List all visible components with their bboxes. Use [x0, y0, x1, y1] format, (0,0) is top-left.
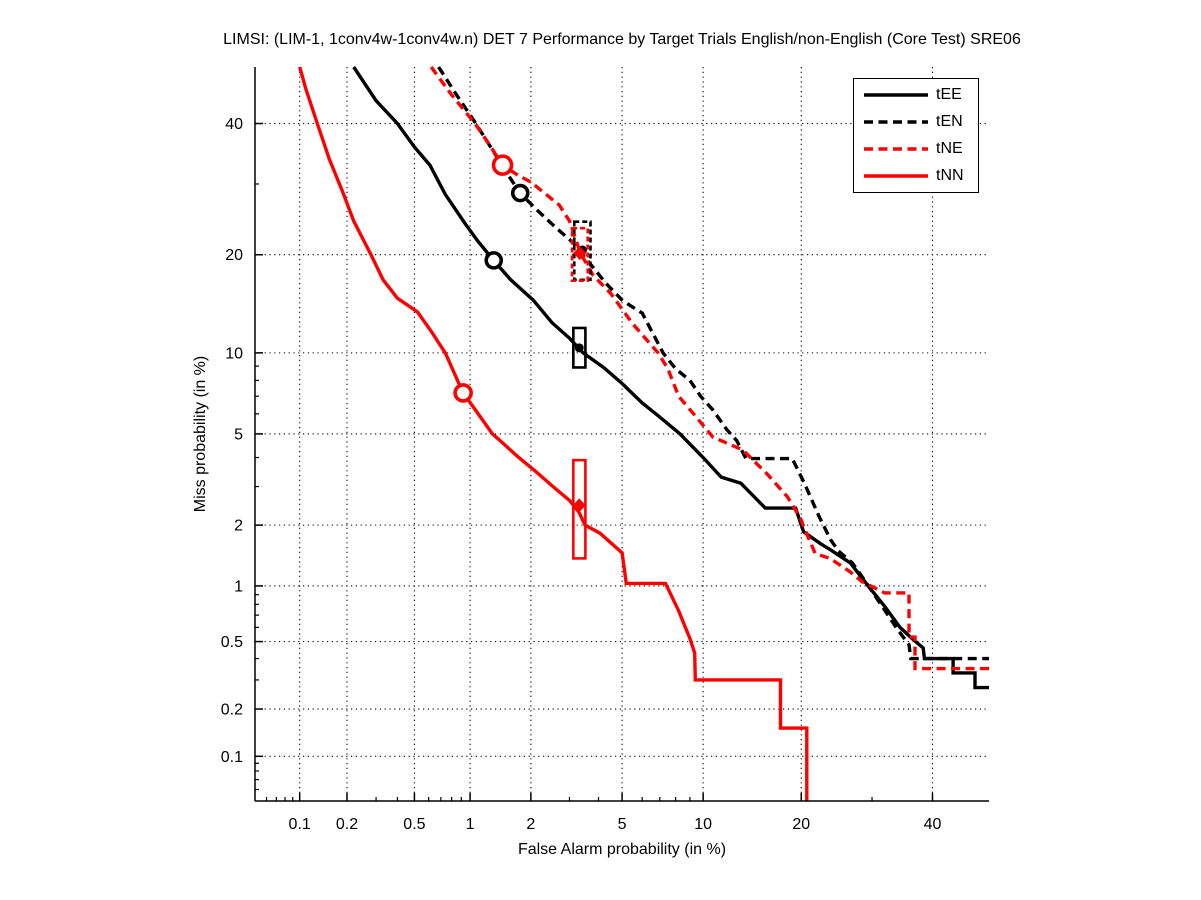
y-tick-label: 5	[234, 426, 243, 443]
legend-line-solid-red-icon	[864, 173, 928, 178]
y-tick-label: 0.2	[221, 702, 243, 719]
legend-item-tEN: tEN	[854, 110, 978, 134]
dcf-center-diamond-tNN	[572, 498, 586, 513]
y-tick-label: 0.5	[221, 634, 243, 651]
marker-tNE	[491, 154, 514, 176]
x-tick-label: 20	[792, 816, 810, 833]
legend-label: tNE	[936, 139, 963, 157]
x-tick-label: 40	[924, 816, 942, 833]
legend-label: tNN	[936, 166, 964, 184]
x-tick-label: 0.5	[403, 816, 425, 833]
y-tick-label: 2	[234, 518, 243, 535]
x-tick-label: 2	[526, 816, 535, 833]
y-axis-label: Miss probability (in %)	[192, 355, 209, 513]
det-curves	[298, 65, 989, 801]
legend-label: tEE	[936, 86, 962, 104]
legend-label: tEN	[936, 113, 963, 131]
x-tick-label: 0.1	[289, 816, 311, 833]
curve-tNE	[429, 65, 989, 671]
legend-item-tNN: tNN	[854, 164, 978, 188]
tick-marks	[255, 122, 934, 801]
y-tick-label: 1	[234, 578, 243, 595]
curve-tEE	[352, 66, 989, 690]
y-tick-label: 40	[225, 116, 243, 133]
curve-tNN	[298, 66, 809, 801]
marker-tEN	[510, 183, 530, 203]
dcf-box-tNE	[570, 226, 589, 283]
tick-labels: 0.1 0.1 0.2 0.2 0.5 0.5 1 1 2 2 5 5 10 10 20 20 40 40	[221, 116, 942, 833]
y-tick-label: 0.1	[221, 749, 243, 766]
dcf-center-dot-tEE	[574, 343, 584, 353]
legend-item-tEE: tEE	[854, 83, 978, 107]
x-axis-label: False Alarm probability (in %)	[517, 841, 727, 858]
curve-tEN	[437, 66, 989, 661]
x-tick-label: 1	[466, 816, 475, 833]
curve-markers	[453, 154, 530, 403]
chart-title: LIMSI: (LIM-1, 1conv4w-1conv4w.n) DET 7 …	[223, 31, 1021, 48]
marker-tEE	[484, 251, 504, 270]
legend: tEE tEN tNE tNN	[853, 78, 979, 193]
legend-line-dashed-red-icon	[864, 147, 928, 151]
y-tick-label: 20	[225, 247, 243, 264]
dcf-box-tNN	[572, 458, 587, 560]
marker-tNN	[453, 383, 473, 403]
x-tick-label: 10	[694, 816, 712, 833]
legend-item-tNE: tNE	[854, 137, 978, 161]
x-tick-label: 5	[618, 816, 627, 833]
y-tick-label: 10	[225, 345, 243, 362]
dcf-center-diamond-tNE	[573, 246, 587, 261]
legend-line-dashed-black-icon	[864, 120, 928, 124]
dcf-box-tEE	[572, 326, 587, 369]
x-tick-label: 0.2	[336, 816, 358, 833]
dcf-boxes	[570, 220, 592, 560]
legend-line-solid-black-icon	[864, 93, 928, 98]
